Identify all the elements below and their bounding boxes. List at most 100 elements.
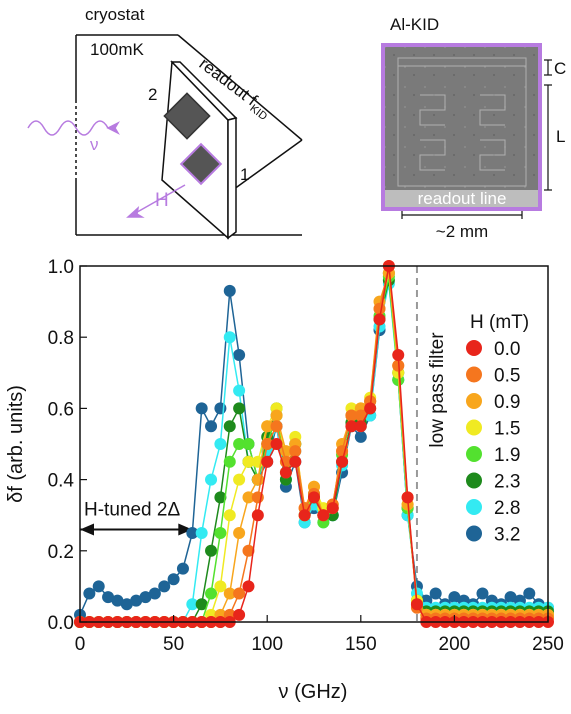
data-point (242, 580, 255, 593)
schematic (27, 34, 303, 240)
data-point (205, 420, 218, 433)
data-point (111, 594, 124, 607)
data-point (289, 445, 302, 458)
legend-label: 3.2 (494, 525, 520, 546)
data-point (195, 598, 208, 611)
data-point (242, 544, 255, 557)
data-point (223, 331, 236, 344)
field-label: H (155, 190, 169, 211)
annotation: low pass filter (427, 332, 448, 448)
arrow-head (178, 523, 193, 536)
data-point (289, 455, 302, 468)
chip-image (381, 43, 542, 211)
data-point (167, 573, 180, 586)
data-point (205, 473, 218, 486)
data-point (233, 438, 246, 450)
chip-pattern (397, 57, 527, 187)
data-point (373, 302, 386, 315)
data-point (139, 591, 152, 604)
readout-strip (385, 190, 538, 207)
data-point (242, 491, 255, 504)
legend-label: 2.3 (494, 472, 520, 493)
data-point (223, 284, 236, 297)
data-point (354, 430, 367, 443)
y-tick-label: 0.6 (48, 399, 74, 420)
data-point (223, 420, 236, 433)
data-point (317, 509, 330, 522)
x-tick-label: 100 (251, 634, 283, 655)
data-point (523, 587, 536, 600)
legend-title: H (mT) (470, 312, 529, 333)
data-point (214, 438, 227, 450)
data-point (326, 502, 339, 515)
legend-label: 0.9 (494, 392, 520, 413)
data-point (354, 409, 367, 422)
data-point (214, 491, 227, 504)
data-point (261, 420, 274, 433)
data-point (354, 420, 367, 433)
data-point (429, 587, 442, 600)
data-point (148, 587, 161, 600)
legend-marker (466, 446, 482, 462)
port-label: 1 (240, 165, 249, 184)
data-point (83, 587, 96, 600)
data-point (130, 594, 143, 607)
x-tick-label: 200 (439, 634, 471, 655)
x-axis-label: ν (GHz) (279, 681, 348, 703)
data-point (233, 527, 246, 539)
legend-marker (466, 366, 482, 383)
data-point (233, 402, 246, 415)
data-point (233, 384, 246, 397)
image-title: Al-KID (390, 15, 439, 34)
data-point (373, 313, 386, 326)
legend-label: 2.8 (494, 498, 520, 519)
data-point (214, 527, 227, 539)
legend-marker (466, 393, 482, 409)
legend-label: 0.0 (494, 339, 520, 360)
data-point (504, 591, 517, 604)
data-point (270, 438, 283, 450)
data-point (270, 409, 283, 422)
inductor-label: L (556, 127, 565, 146)
data-point (233, 608, 246, 621)
data-point (298, 509, 311, 522)
data-point (195, 527, 208, 539)
data-point (205, 587, 218, 600)
y-axis-label: δf (arb. units) (5, 385, 27, 503)
legend-marker (466, 419, 482, 436)
data-point (270, 420, 283, 433)
data-point (186, 598, 199, 611)
capacitor-label: C (554, 59, 566, 78)
data-point (233, 349, 246, 361)
data-point (345, 420, 358, 433)
data-point (401, 491, 414, 504)
data-point (233, 473, 246, 486)
y-tick-label: 0.4 (48, 471, 75, 492)
data-point (102, 591, 115, 604)
annotation: H-tuned 2Δ (84, 499, 180, 520)
legend-marker (466, 525, 482, 542)
data-point (120, 598, 133, 611)
data-point (251, 509, 264, 522)
data-point (476, 587, 489, 600)
data-point (279, 466, 292, 479)
legend-label: 1.9 (494, 445, 520, 466)
data-point (186, 527, 199, 539)
data-point (214, 580, 227, 593)
legend-marker (466, 340, 482, 356)
data-point (158, 580, 171, 593)
scale-label: ~2 mm (436, 222, 488, 241)
frequency-label: ν (90, 135, 99, 154)
image-scale (401, 59, 552, 219)
y-tick-label: 0.8 (48, 328, 74, 349)
x-tick-label: 250 (532, 634, 564, 655)
data-point (176, 562, 189, 575)
x-tick-label: 150 (345, 634, 377, 655)
data-point (242, 455, 255, 468)
data-point (223, 587, 236, 600)
x-tick-label: 0 (75, 634, 86, 655)
data-point (223, 455, 236, 468)
temperature-label: 100mK (90, 40, 145, 59)
data-point (233, 587, 246, 600)
schematic-title: cryostat (85, 5, 145, 24)
